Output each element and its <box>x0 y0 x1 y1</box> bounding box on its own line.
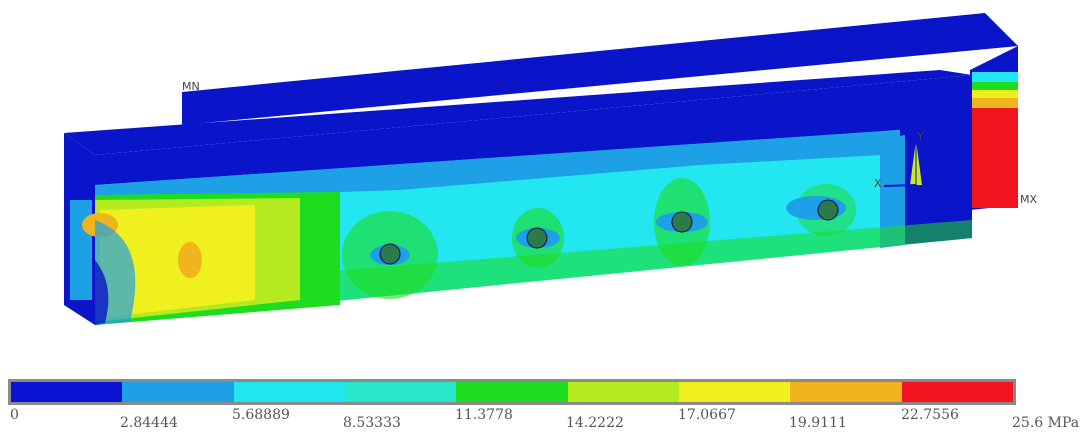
min-marker: MN <box>182 80 200 93</box>
legend-swatch-3 <box>344 382 457 402</box>
legend-tick: 19.9111 <box>789 415 847 431</box>
front-top-face <box>64 70 972 155</box>
front-contour-yellow-left <box>100 205 255 318</box>
front-contour-left-arcs-inner <box>95 260 109 325</box>
end-contour-yellow <box>972 90 1018 98</box>
legend-tick: 0 <box>10 407 19 423</box>
axis-x-label: X <box>874 177 882 190</box>
legend-swatch-4 <box>456 382 568 402</box>
legend-swatch-5 <box>567 382 679 402</box>
end-contour-cyan <box>972 72 1018 82</box>
legend-swatch-7 <box>790 382 902 402</box>
legend-tick-max: 25.6 MPa <box>1012 415 1080 431</box>
legend-swatch-1 <box>122 382 234 402</box>
legend-swatch-2 <box>233 382 345 402</box>
end-contour-green <box>972 82 1018 90</box>
hole-3 <box>654 178 710 266</box>
left-end-contour-cyan <box>70 200 92 300</box>
axis-y-label: Y <box>917 130 924 143</box>
legend-tick: 22.7556 <box>901 407 959 423</box>
legend-swatch-8 <box>901 382 1013 402</box>
hole-2 <box>512 208 564 268</box>
legend-tick: 11.3778 <box>455 407 513 423</box>
front-contour-right-lightblue <box>880 135 905 248</box>
end-contour-orange <box>972 98 1018 108</box>
end-contour-red <box>972 108 1018 208</box>
front-contour-lightblue-band <box>95 125 972 200</box>
hole-1 <box>342 211 438 299</box>
front-contour-orange-spot <box>178 242 202 278</box>
contour-legend-bar <box>8 379 1016 405</box>
max-marker: MX <box>1020 193 1038 206</box>
legend-tick: 17.0667 <box>678 407 736 423</box>
legend-tick: 8.53333 <box>343 415 401 431</box>
hole-4 <box>786 184 856 236</box>
legend-swatch-6 <box>678 382 791 402</box>
legend-tick: 14.2222 <box>566 415 624 431</box>
front-contour-right-blue <box>900 100 972 245</box>
legend-swatch-0 <box>11 382 123 402</box>
back-wall-top <box>182 13 1018 125</box>
legend-tick: 2.84444 <box>120 415 178 431</box>
front-contour-blue-band <box>95 75 972 185</box>
coordinate-triad <box>883 140 922 187</box>
legend-tick: 5.68889 <box>232 407 290 423</box>
